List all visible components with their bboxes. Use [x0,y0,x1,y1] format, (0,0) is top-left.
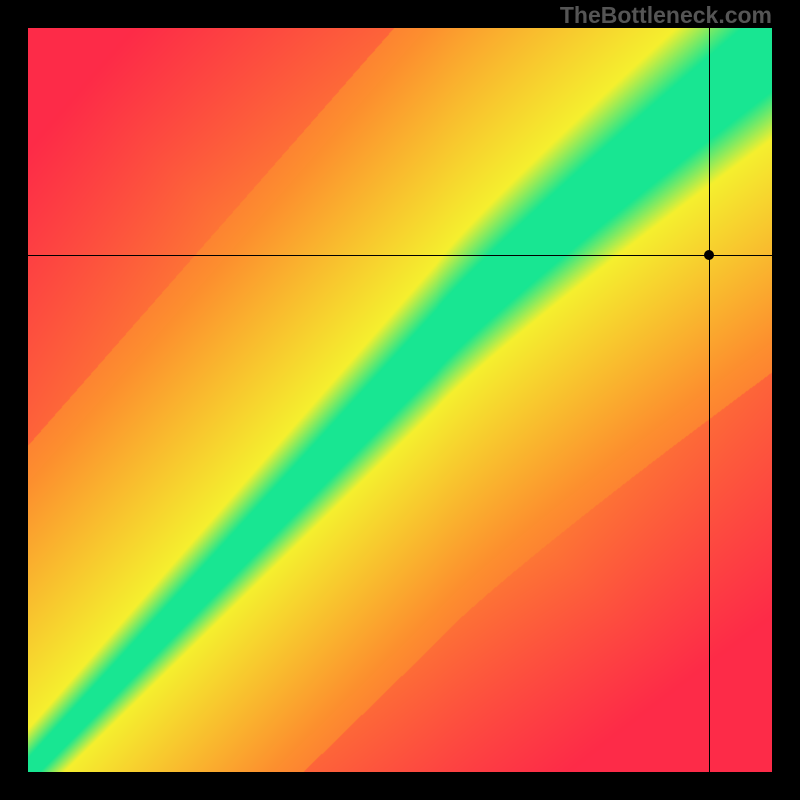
chart-container: TheBottleneck.com [0,0,800,800]
crosshair-vertical [709,28,710,772]
heatmap-canvas [28,28,772,772]
watermark-text: TheBottleneck.com [560,2,772,29]
plot-area [28,28,772,772]
crosshair-horizontal [28,255,772,256]
crosshair-marker [704,250,714,260]
